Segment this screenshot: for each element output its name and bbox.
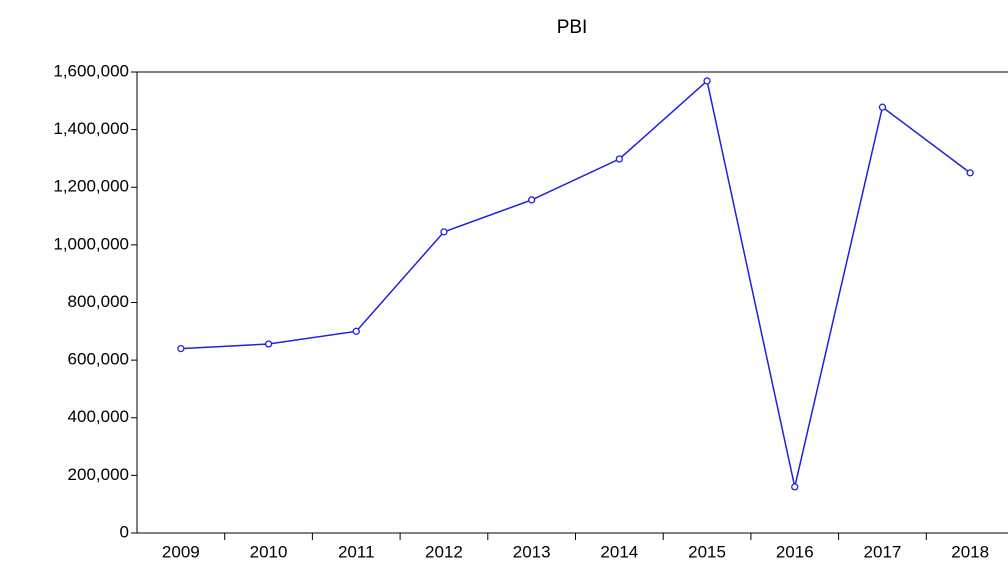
point-marker [966,169,974,177]
y-tick-label: 600,000 [68,350,129,369]
x-tick-label: 2013 [513,542,551,561]
point-marker [791,483,799,491]
x-tick-label: 2009 [162,542,200,561]
y-tick-label: 1,400,000 [53,119,129,138]
series-line [180,79,971,488]
y-tick-label: 200,000 [68,465,129,484]
y-tick-label: 1,000,000 [53,234,129,253]
point-marker [878,103,887,111]
point-marker [264,340,273,348]
x-tick-label: 2015 [688,542,726,561]
x-tick-label: 2017 [864,542,902,561]
chart-title: PBI [557,17,588,38]
x-tick-label: 2011 [338,542,375,561]
y-tick-label: 0 [120,522,129,541]
point-marker [177,344,185,353]
point-marker [440,228,448,236]
point-marker [352,327,360,335]
point-marker [528,196,536,204]
x-tick-label: 2012 [425,542,463,561]
point-marker [615,155,623,163]
y-tick-label: 800,000 [68,292,129,311]
x-tick-label: 2010 [250,542,288,561]
y-tick-label: 1,200,000 [53,177,129,196]
point-marker [703,77,711,85]
x-tick-label: 2018 [951,542,989,561]
x-tick-label: 2016 [776,542,814,561]
y-tick-label: 1,600,000 [53,61,129,80]
y-tick-label: 400,000 [68,407,129,426]
x-tick-label: 2014 [600,542,638,561]
